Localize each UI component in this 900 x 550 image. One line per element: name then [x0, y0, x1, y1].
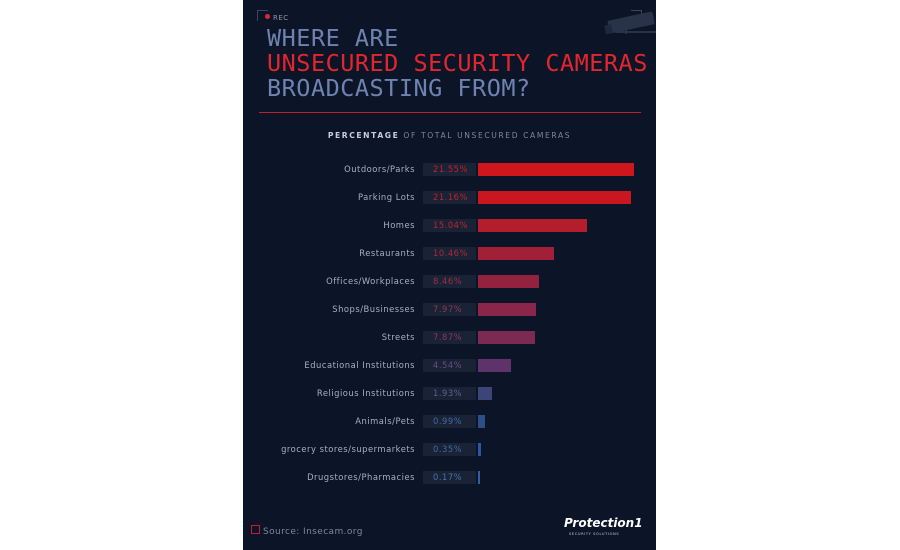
bar [478, 303, 536, 316]
bar [478, 471, 480, 484]
value-label-box [423, 303, 476, 316]
value-label: 7.87% [433, 332, 463, 342]
value-label: 21.55% [433, 164, 468, 174]
bar [478, 443, 481, 456]
source-value: Insecam.org [303, 527, 363, 537]
category-label: Drugstores/Pharmacies [307, 472, 415, 482]
value-label-box [423, 275, 476, 288]
value-label-box [423, 471, 476, 484]
bar [478, 275, 540, 288]
bar [478, 331, 535, 344]
value-label-box [423, 191, 476, 204]
brand-logo: Protection1 [564, 516, 643, 530]
rec-dot-icon [265, 14, 270, 19]
category-label: Shops/Businesses [332, 304, 415, 314]
category-label: Outdoors/Parks [344, 164, 415, 174]
value-label: 15.04% [433, 220, 468, 230]
source-prefix: Source: [263, 527, 300, 537]
title-divider [259, 112, 641, 113]
bar [478, 219, 587, 232]
bar [478, 359, 511, 372]
rec-label: REC [273, 14, 289, 22]
value-label: 0.17% [433, 472, 463, 482]
value-label: 7.97% [433, 304, 463, 314]
brand-tagline: SECURITY SOLUTIONS [569, 532, 620, 536]
bar [478, 247, 554, 260]
category-label: Streets [381, 332, 415, 342]
value-label-box [423, 331, 476, 344]
security-camera-icon [604, 11, 656, 35]
subtitle-rest: OF TOTAL UNSECURED CAMERAS [399, 131, 572, 140]
category-label: Offices/Workplaces [326, 276, 415, 286]
title-line-2: UNSECURED SECURITY CAMERAS [267, 49, 648, 77]
category-label: Religious Institutions [316, 388, 415, 398]
bar [478, 415, 486, 428]
bar [478, 163, 634, 176]
bar [478, 387, 492, 400]
title-line-3: BROADCASTING FROM? [267, 74, 531, 102]
source-note: Source: Insecam.org [251, 525, 363, 537]
value-label-box [423, 359, 476, 372]
value-label-box [423, 443, 476, 456]
category-label: Homes [383, 220, 415, 230]
subtitle-bold: PERCENTAGE [327, 131, 400, 140]
category-label: Parking Lots [357, 192, 415, 202]
value-label-box [423, 415, 476, 428]
category-label: Animals/Pets [355, 416, 415, 426]
category-label: grocery stores/supermarkets [281, 444, 415, 454]
value-label: 10.46% [433, 248, 468, 258]
frame-corner-top-left [257, 10, 268, 21]
value-label: 1.93% [433, 388, 463, 398]
value-label-box [423, 247, 476, 260]
value-label-box [423, 163, 476, 176]
bar [478, 191, 632, 204]
value-label: 0.99% [433, 416, 463, 426]
infographic-poster: REC WHERE ARE UNSECURED SECURITY CAMERAS… [243, 0, 656, 550]
value-label: 4.54% [433, 360, 463, 370]
source-icon [251, 525, 260, 534]
title-line-1: WHERE ARE [267, 24, 399, 52]
value-label-box [423, 387, 476, 400]
category-label: Educational Institutions [304, 360, 415, 370]
value-label: 21.16% [433, 192, 468, 202]
rec-indicator: REC [265, 14, 289, 22]
value-label: 0.35% [433, 444, 463, 454]
value-label: 8.46% [433, 276, 463, 286]
chart-subtitle: PERCENTAGE OF TOTAL UNSECURED CAMERAS [243, 131, 656, 140]
value-label-box [423, 219, 476, 232]
category-label: Restaurants [359, 248, 415, 258]
